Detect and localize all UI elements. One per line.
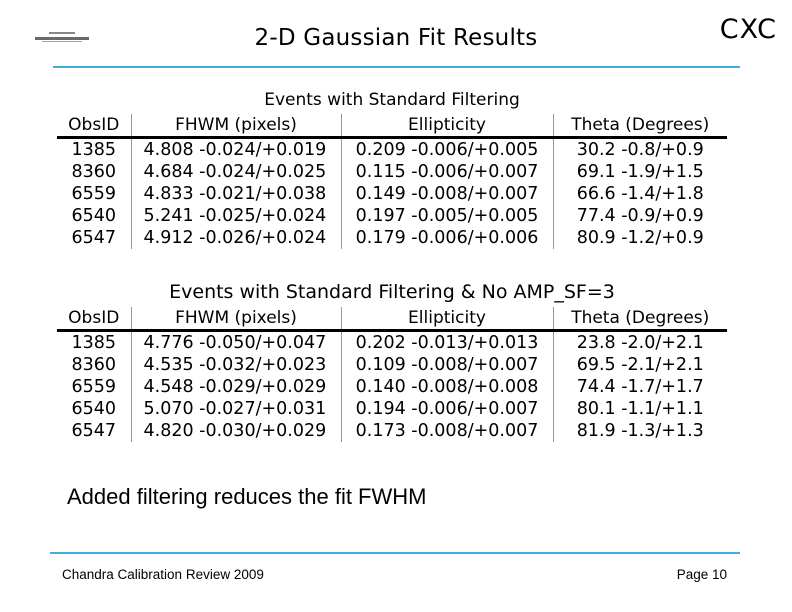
table-row: 6559 4.548 -0.029/+0.029 0.140 -0.008/+0… <box>57 376 727 398</box>
cell-theta: 77.4 -0.9/+0.9 <box>576 206 704 226</box>
cell-theta: 69.5 -2.1/+2.1 <box>576 355 704 375</box>
page-title: 2-D Gaussian Fit Results <box>254 25 538 51</box>
cell-fhwm: 4.548 -0.029/+0.029 <box>131 376 342 398</box>
cell-obsid: 6559 <box>57 376 132 398</box>
column-header-obsid: ObsID <box>57 114 132 139</box>
column-header-obsid: ObsID <box>57 307 132 332</box>
column-header-theta: Theta (Degrees) <box>553 114 727 139</box>
table-title: Events with Standard Filtering & No AMP_… <box>169 281 615 303</box>
table-row: 6559 4.833 -0.021/+0.038 0.149 -0.008/+0… <box>57 183 727 205</box>
cell-ellipticity: 0.109 -0.008/+0.007 <box>341 354 554 376</box>
table-title: Events with Standard Filtering <box>264 90 520 110</box>
cell-fhwm: 4.833 -0.021/+0.038 <box>131 183 342 205</box>
cell-fhwm: 4.776 -0.050/+0.047 <box>131 330 342 354</box>
column-header-fhwm: FHWM (pixels) <box>131 114 342 139</box>
cell-obsid: 6559 <box>57 183 132 205</box>
bottom-divider <box>50 552 740 554</box>
cell-obsid: 1385 <box>57 137 132 161</box>
cell-ellipticity: 0.149 -0.008/+0.007 <box>341 183 554 205</box>
cell-obsid: 6540 <box>57 205 132 227</box>
top-divider <box>53 66 740 68</box>
table-row: 8360 4.684 -0.024/+0.025 0.115 -0.006/+0… <box>57 161 727 183</box>
cell-ellipticity: 0.173 -0.008/+0.007 <box>341 420 554 442</box>
cxc-mini-logo-icon <box>33 30 91 44</box>
cell-obsid: 6540 <box>57 398 132 420</box>
data-table: ObsID FHWM (pixels) Ellipticity Theta (D… <box>57 307 727 442</box>
column-header-ellipticity: Ellipticity <box>341 307 554 332</box>
table-row: 6547 4.912 -0.026/+0.024 0.179 -0.006/+0… <box>57 227 727 249</box>
cell-ellipticity: 0.140 -0.008/+0.008 <box>341 376 554 398</box>
table-no-ampsf3: Events with Standard Filtering & No AMP_… <box>57 281 727 442</box>
table-header-row: ObsID FHWM (pixels) Ellipticity Theta (D… <box>57 307 727 332</box>
cell-theta: 69.1 -1.9/+1.5 <box>576 162 704 182</box>
cell-obsid: 6547 <box>57 420 132 442</box>
cell-theta: 74.4 -1.7/+1.7 <box>576 377 704 397</box>
cell-fhwm: 4.820 -0.030/+0.029 <box>131 420 342 442</box>
cell-theta: 80.1 -1.1/+1.1 <box>576 399 704 419</box>
cell-fhwm: 4.535 -0.032/+0.023 <box>131 354 342 376</box>
cell-theta: 66.6 -1.4/+1.8 <box>576 184 704 204</box>
cell-theta: 30.2 -0.8/+0.9 <box>576 140 704 160</box>
column-header-theta: Theta (Degrees) <box>553 307 727 332</box>
cell-obsid: 1385 <box>57 330 132 354</box>
cell-theta: 81.9 -1.3/+1.3 <box>576 421 704 441</box>
cell-obsid: 8360 <box>57 354 132 376</box>
cell-fhwm: 4.912 -0.026/+0.024 <box>131 227 342 249</box>
table-header-row: ObsID FHWM (pixels) Ellipticity Theta (D… <box>57 114 727 139</box>
column-header-ellipticity: Ellipticity <box>341 114 554 139</box>
data-table: ObsID FHWM (pixels) Ellipticity Theta (D… <box>57 114 727 249</box>
cell-fhwm: 5.070 -0.027/+0.031 <box>131 398 342 420</box>
cell-fhwm: 5.241 -0.025/+0.024 <box>131 205 342 227</box>
cell-obsid: 8360 <box>57 161 132 183</box>
cell-ellipticity: 0.202 -0.013/+0.013 <box>341 330 554 354</box>
cell-fhwm: 4.684 -0.024/+0.025 <box>131 161 342 183</box>
cell-theta: 80.9 -1.2/+0.9 <box>576 228 704 248</box>
cell-obsid: 6547 <box>57 227 132 249</box>
cxc-corner-mark: CXC <box>719 14 777 45</box>
cell-ellipticity: 0.197 -0.005/+0.005 <box>341 205 554 227</box>
table-row: 6540 5.241 -0.025/+0.024 0.197 -0.005/+0… <box>57 205 727 227</box>
conclusion-note: Added filtering reduces the fit FWHM <box>67 484 427 509</box>
table-row: 8360 4.535 -0.032/+0.023 0.109 -0.008/+0… <box>57 354 727 376</box>
table-standard-filtering: Events with Standard Filtering ObsID FHW… <box>57 90 727 249</box>
table-row: 1385 4.808 -0.024/+0.019 0.209 -0.006/+0… <box>57 137 727 161</box>
footer-page-number: Page 10 <box>676 567 727 582</box>
table-row: 6547 4.820 -0.030/+0.029 0.173 -0.008/+0… <box>57 420 727 442</box>
table-row: 6540 5.070 -0.027/+0.031 0.194 -0.006/+0… <box>57 398 727 420</box>
cell-ellipticity: 0.194 -0.006/+0.007 <box>341 398 554 420</box>
cell-ellipticity: 0.179 -0.006/+0.006 <box>341 227 554 249</box>
footer-conference-label: Chandra Calibration Review 2009 <box>62 567 264 582</box>
cell-theta: 23.8 -2.0/+2.1 <box>576 333 704 353</box>
column-header-fhwm: FHWM (pixels) <box>131 307 342 332</box>
cell-fhwm: 4.808 -0.024/+0.019 <box>131 137 342 161</box>
cell-ellipticity: 0.209 -0.006/+0.005 <box>341 137 554 161</box>
cell-ellipticity: 0.115 -0.006/+0.007 <box>341 161 554 183</box>
table-row: 1385 4.776 -0.050/+0.047 0.202 -0.013/+0… <box>57 330 727 354</box>
